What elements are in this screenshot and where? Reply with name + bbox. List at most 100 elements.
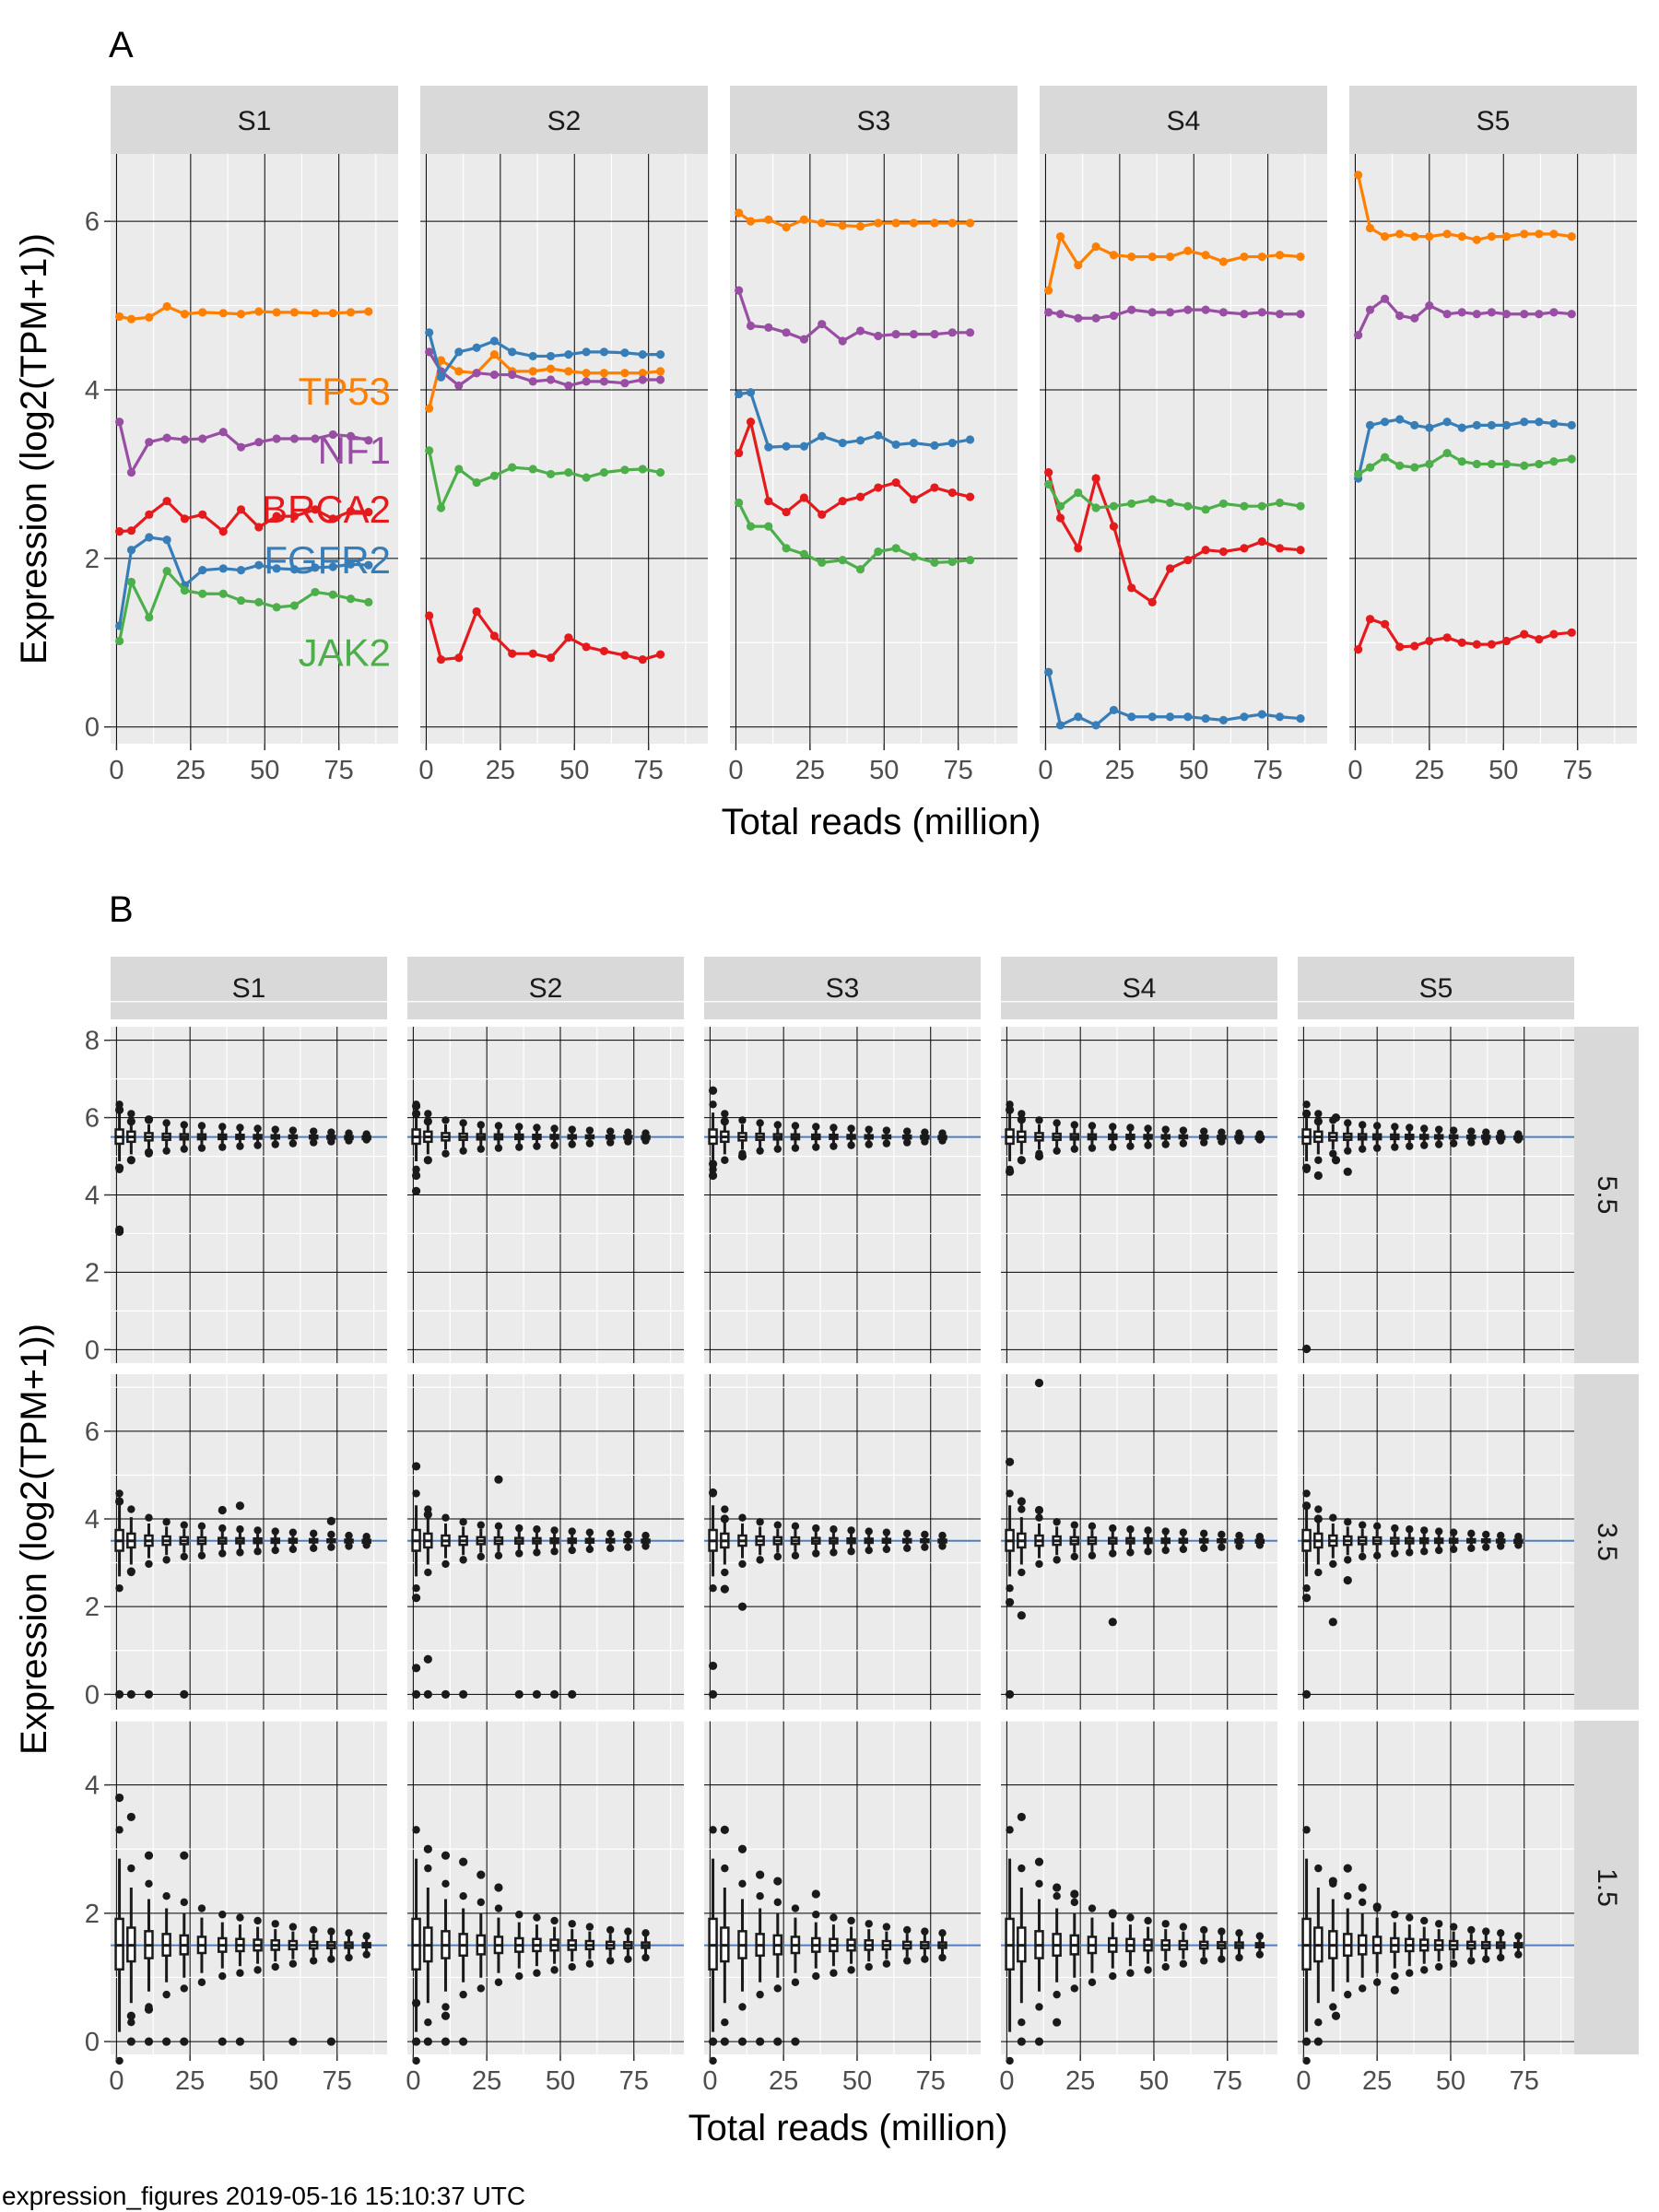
data-point <box>1520 629 1529 639</box>
data-point <box>528 465 537 474</box>
data-point <box>818 558 827 568</box>
data-point <box>1091 474 1100 483</box>
outlier-point <box>423 1844 432 1853</box>
outlier-point <box>162 1518 171 1526</box>
outlier-point <box>641 1929 650 1937</box>
data-point <box>311 563 320 572</box>
data-point <box>436 372 446 382</box>
data-point <box>735 208 744 218</box>
outlier-point <box>1482 1530 1490 1539</box>
data-point <box>145 438 154 447</box>
facet-strip <box>420 86 708 154</box>
outlier-point <box>1434 1527 1443 1535</box>
outlier-point <box>1053 1990 1061 1999</box>
outlier-point <box>624 1137 632 1146</box>
data-point <box>508 370 517 380</box>
data-point <box>764 215 773 224</box>
outlier-point <box>1017 1812 1026 1822</box>
data-point <box>838 556 847 565</box>
facet-strip <box>1040 86 1327 154</box>
data-point <box>891 218 900 228</box>
outlier-point <box>1088 1522 1097 1531</box>
outlier-point <box>1255 1533 1265 1541</box>
outlier-point <box>345 1542 353 1550</box>
data-point <box>1535 459 1544 469</box>
outlier-point <box>411 1109 421 1118</box>
data-point <box>1442 633 1452 642</box>
outlier-point <box>1372 1122 1382 1130</box>
outlier-point <box>865 1125 873 1134</box>
outlier-point <box>477 1552 485 1561</box>
data-point <box>965 328 975 337</box>
outlier-point <box>288 1126 298 1135</box>
outlier-point <box>288 1528 298 1536</box>
outlier-point <box>1359 1552 1367 1561</box>
outlier-point <box>812 1549 820 1558</box>
outlier-point <box>882 1959 891 1968</box>
data-point <box>1147 597 1157 607</box>
outlier-point <box>288 1545 298 1554</box>
outlier-point <box>720 2037 729 2046</box>
y-tick-label: 0 <box>85 713 100 743</box>
outlier-point <box>1255 1541 1265 1549</box>
outlier-point <box>441 2011 451 2020</box>
data-point <box>162 301 171 312</box>
outlier-point <box>1391 1143 1399 1151</box>
data-point <box>1218 547 1229 557</box>
outlier-point <box>1514 1950 1523 1959</box>
x-tick-label: 25 <box>769 2066 798 2096</box>
data-point <box>1487 459 1496 469</box>
outlier-point <box>1034 1378 1044 1388</box>
data-point <box>1425 459 1434 469</box>
data-point <box>1549 418 1559 429</box>
data-point <box>1395 642 1405 652</box>
x-tick-label: 50 <box>250 756 279 785</box>
outlier-point <box>773 1552 782 1561</box>
outlier-point <box>271 1125 279 1134</box>
outlier-point <box>197 1144 206 1152</box>
y-tick-label: 6 <box>85 1104 100 1134</box>
outlier-point <box>218 1143 227 1151</box>
data-point <box>236 310 246 319</box>
data-point <box>236 566 246 575</box>
outlier-point <box>1200 1925 1208 1935</box>
outlier-point <box>791 1904 800 1912</box>
outlier-point <box>288 2037 298 2046</box>
data-point <box>1109 311 1119 321</box>
outlier-point <box>115 1826 124 1834</box>
data-point <box>1183 501 1193 511</box>
data-point <box>162 497 171 506</box>
outlier-point <box>1005 1167 1015 1176</box>
data-point <box>764 442 773 452</box>
outlier-point <box>411 1664 421 1673</box>
legend-entry-tp53: TP53 <box>299 370 391 413</box>
outlier-point <box>791 2037 800 2046</box>
outlier-point <box>641 1953 650 1962</box>
outlier-point <box>253 1916 262 1925</box>
outlier-point <box>162 1556 171 1564</box>
x-tick-label: 75 <box>619 2066 649 2096</box>
outlier-point <box>756 1147 764 1155</box>
outlier-point <box>253 1547 262 1556</box>
data-point <box>272 564 281 573</box>
outlier-point <box>641 1531 650 1540</box>
outlier-point <box>1497 1953 1505 1962</box>
outlier-point <box>533 1124 541 1132</box>
outlier-point <box>1314 1110 1323 1118</box>
data-point <box>546 469 556 479</box>
x-tick-label: 50 <box>559 756 589 785</box>
x-tick-label: 0 <box>1296 2066 1311 2096</box>
outlier-point <box>721 1110 729 1118</box>
data-point <box>599 347 609 357</box>
outlier-point <box>709 2056 717 2065</box>
outlier-point <box>830 1969 838 1977</box>
data-point <box>1457 638 1466 647</box>
outlier-point <box>180 1552 188 1561</box>
outlier-point <box>144 1115 154 1124</box>
outlier-point <box>1017 2037 1026 2046</box>
data-point <box>947 218 957 228</box>
data-point <box>838 439 847 448</box>
outlier-point <box>1406 1913 1414 1922</box>
data-point <box>472 343 481 352</box>
data-point <box>272 308 281 317</box>
